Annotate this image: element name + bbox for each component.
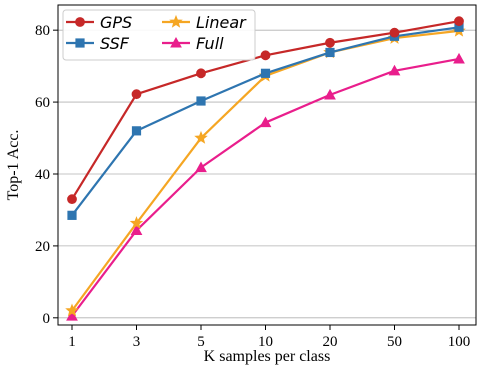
data-point-gps xyxy=(454,16,464,27)
series-line-full xyxy=(71,57,460,317)
data-point-full xyxy=(66,309,78,321)
series-lines xyxy=(65,16,466,321)
data-point-full xyxy=(324,88,336,100)
data-point-gps xyxy=(325,37,335,48)
x-tick-label: 20 xyxy=(323,334,338,350)
y-tick-label: 80 xyxy=(35,23,50,39)
legend-label-full: Full xyxy=(196,34,224,53)
data-point-linear xyxy=(129,216,144,229)
data-point-full xyxy=(130,224,143,235)
data-point-gps xyxy=(67,194,77,205)
plot-frame xyxy=(57,4,477,326)
data-point-ssf xyxy=(67,210,77,220)
data-point-full xyxy=(195,161,207,173)
legend-label-linear: Linear xyxy=(196,13,247,32)
data-point-linear xyxy=(194,130,208,144)
legend-marker-full xyxy=(170,36,182,48)
data-point-gps xyxy=(260,50,271,61)
legend-item-gps: GPS xyxy=(66,13,132,32)
y-tick-label: 0 xyxy=(43,311,51,327)
y-tick-label: 40 xyxy=(35,167,50,183)
data-point-full xyxy=(259,116,272,128)
legend-item-ssf: SSF xyxy=(66,34,130,53)
legend-item-full: Full xyxy=(162,34,224,53)
data-point-full xyxy=(388,64,401,76)
x-tick-label: 100 xyxy=(448,334,471,350)
y-tick-label: 20 xyxy=(35,239,50,255)
legend-marker-gps xyxy=(75,17,85,27)
series-full xyxy=(66,52,465,321)
data-point-ssf xyxy=(325,47,335,58)
data-point-gps xyxy=(131,89,142,100)
x-tick-label: 50 xyxy=(387,334,402,350)
x-tick-label: 1 xyxy=(68,334,76,350)
legend: GPS SSF Linear Full xyxy=(62,9,256,61)
data-point-linear xyxy=(65,303,79,317)
legend-label-gps: GPS xyxy=(100,13,132,32)
data-point-ssf xyxy=(260,68,271,78)
legend-item-linear: Linear xyxy=(162,13,247,32)
x-axis-label: K samples per class xyxy=(204,348,331,365)
data-point-gps xyxy=(196,68,206,79)
legend-label-ssf: SSF xyxy=(100,34,130,53)
axes: 0 20 40 60 80 1 3 5 10 20 50 100 xyxy=(35,23,470,350)
legend-box xyxy=(62,9,256,61)
data-point-ssf xyxy=(131,126,142,136)
data-point-ssf xyxy=(196,96,206,106)
y-axis-label: Top-1 Acc. xyxy=(5,130,22,201)
x-tick-label: 10 xyxy=(258,334,273,350)
y-tick-label: 60 xyxy=(35,95,50,111)
data-point-full xyxy=(453,52,465,64)
series-gps xyxy=(67,16,464,205)
legend-marker-linear xyxy=(169,14,183,28)
legend-marker-ssf xyxy=(75,38,85,48)
x-tick-label: 3 xyxy=(133,334,141,350)
data-point-gps xyxy=(389,27,400,38)
x-tick-label: 5 xyxy=(197,334,205,350)
